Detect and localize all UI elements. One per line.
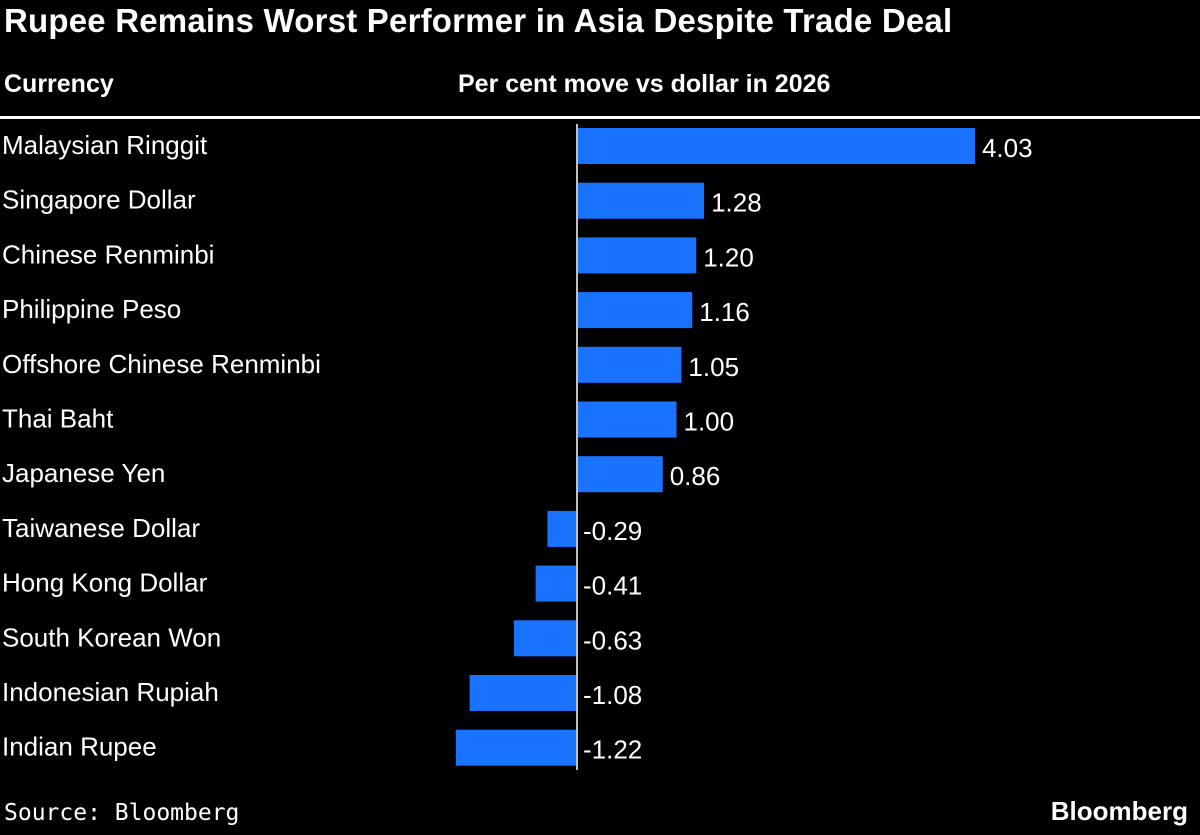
chart-title: Rupee Remains Worst Performer in Asia De… xyxy=(4,2,953,39)
value-label: 1.28 xyxy=(711,188,762,218)
currency-column-header: Currency xyxy=(4,70,114,98)
value-label: 1.05 xyxy=(688,352,739,382)
value-label: 1.00 xyxy=(684,407,735,437)
value-label: 4.03 xyxy=(982,133,1033,163)
bloomberg-logo: Bloomberg xyxy=(1050,796,1188,826)
bar-chart: Malaysian Ringgit 4.03 Singapore Dollar 1.2… xyxy=(2,124,1033,770)
category-label: Malaysian Ringgit xyxy=(2,130,208,160)
category-label: Indonesian Rupiah xyxy=(2,677,219,707)
bar xyxy=(469,675,576,711)
category-label: Chinese Renminbi xyxy=(2,239,214,269)
bar xyxy=(578,346,682,383)
category-label: Singapore Dollar xyxy=(2,185,196,215)
bar xyxy=(578,128,975,164)
category-label: Taiwanese Dollar xyxy=(2,513,200,543)
value-label: 1.20 xyxy=(703,242,754,272)
bar xyxy=(578,237,697,274)
source-note: Source: Bloomberg xyxy=(4,800,240,826)
value-label: -1.22 xyxy=(583,735,642,765)
value-column-header: Per cent move vs dollar in 2026 xyxy=(458,70,831,98)
header-divider xyxy=(0,116,1200,119)
bar xyxy=(578,401,677,438)
value-label: -0.29 xyxy=(583,516,642,546)
category-label: Offshore Chinese Renminbi xyxy=(2,349,321,379)
value-label: 1.16 xyxy=(699,297,750,327)
category-label: Indian Rupee xyxy=(2,732,157,762)
category-label: Philippine Peso xyxy=(2,294,181,324)
bar xyxy=(578,456,663,493)
value-label: 0.86 xyxy=(670,461,721,491)
category-label: Hong Kong Dollar xyxy=(2,568,208,598)
bar xyxy=(578,292,693,329)
bar xyxy=(535,565,576,602)
bar xyxy=(513,620,576,657)
value-label: -0.41 xyxy=(583,571,642,601)
category-label: Thai Baht xyxy=(2,404,114,434)
category-label: Japanese Yen xyxy=(2,458,165,488)
value-label: -1.08 xyxy=(583,680,642,710)
bar xyxy=(455,729,576,766)
bar xyxy=(547,510,576,547)
bar xyxy=(578,182,705,219)
value-label: -0.63 xyxy=(583,625,642,655)
category-label: South Korean Won xyxy=(2,622,221,652)
